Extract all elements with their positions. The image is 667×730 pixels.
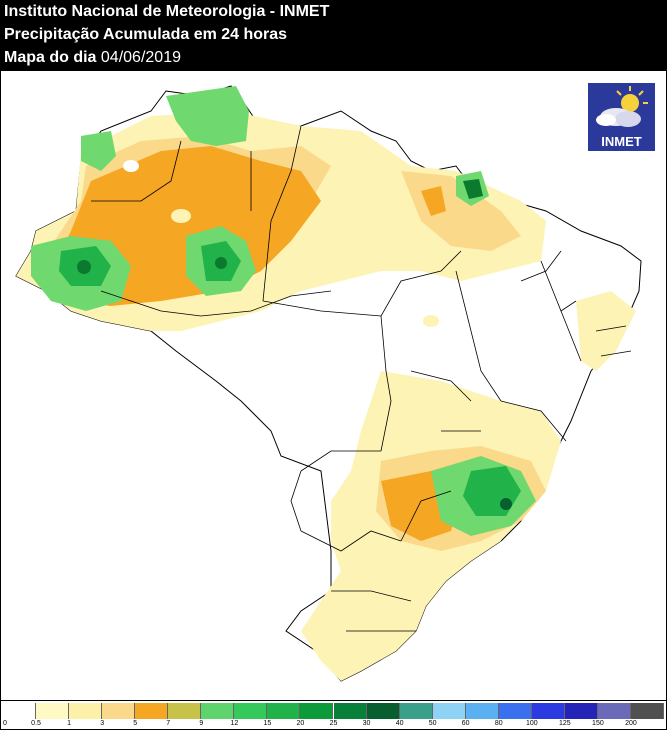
legend-swatch	[201, 703, 235, 719]
legend-swatch	[564, 703, 598, 719]
title-bar: Instituto Nacional de Meteorologia - INM…	[0, 0, 667, 71]
precipitation-map	[0, 71, 667, 700]
date-value: 04/06/2019	[100, 49, 181, 66]
legend-swatch	[135, 703, 169, 719]
sun-cloud-icon	[596, 86, 648, 127]
legend-swatch	[597, 703, 631, 719]
legend-label: 0	[3, 720, 7, 727]
legend-swatch	[630, 703, 664, 719]
white-spot-4	[495, 230, 507, 242]
legend-swatch	[333, 703, 367, 719]
legend-label: 0.5	[31, 720, 41, 727]
legend-label: 15	[263, 720, 272, 727]
legend-swatch	[300, 703, 334, 719]
map-svg	[15, 85, 642, 682]
legend-label: 125	[559, 720, 571, 727]
legend-swatch	[168, 703, 202, 719]
legend-label: 80	[494, 720, 503, 727]
legend-label: 9	[199, 720, 204, 727]
legend-label: 12	[230, 720, 239, 727]
legend-swatch	[465, 703, 499, 719]
legend-label: 5	[133, 720, 138, 727]
rain-dark-amapa	[463, 179, 483, 199]
rain-pale-east	[576, 291, 636, 371]
legend-swatch	[36, 703, 70, 719]
inmet-logo: INMET	[587, 82, 656, 152]
legend-swatch	[267, 703, 301, 719]
legend-swatch	[531, 703, 565, 719]
institute-title: Instituto Nacional de Meteorologia - INM…	[4, 3, 330, 20]
rain-orange-ne	[421, 186, 446, 216]
rain-core-se	[500, 498, 512, 510]
legend-label: 25	[329, 720, 338, 727]
logo-text: INMET	[601, 134, 642, 149]
date-line: Mapa do dia 04/06/2019	[4, 49, 181, 67]
legend-swatch	[69, 703, 103, 719]
product-title: Precipitação Acumulada em 24 horas	[4, 26, 288, 43]
legend-label: 50	[428, 720, 437, 727]
legend-swatch	[3, 703, 37, 719]
precipitation-legend: 0 0.5 1 3 5 7 9 12 15 20 25 30 40 50 60 80 100 125 150 200	[0, 700, 667, 730]
legend-swatch	[102, 703, 136, 719]
white-spot-3	[423, 315, 439, 327]
legend-label: 7	[166, 720, 171, 727]
date-label: Mapa do dia	[4, 49, 97, 66]
white-spot-2	[171, 209, 191, 223]
legend-label: 150	[592, 720, 604, 727]
legend-swatch	[498, 703, 532, 719]
state-borders	[91, 125, 632, 632]
rain-green-roraima	[166, 86, 249, 146]
legend-swatch	[366, 703, 400, 719]
legend-label: 200	[625, 720, 637, 727]
legend-swatch	[399, 703, 433, 719]
rain-core-nw	[77, 260, 91, 274]
legend-swatch	[234, 703, 268, 719]
legend-swatch	[432, 703, 466, 719]
rain-core-central	[215, 257, 227, 269]
legend-label: 40	[395, 720, 404, 727]
legend-label: 100	[525, 720, 538, 727]
legend-label: 3	[100, 720, 105, 727]
legend-label: 1	[67, 720, 72, 727]
legend-label: 30	[362, 720, 371, 727]
legend-label: 60	[461, 720, 470, 727]
white-spot-1	[123, 160, 139, 172]
rain-green-far-west	[81, 131, 116, 171]
legend-label: 20	[296, 720, 305, 727]
